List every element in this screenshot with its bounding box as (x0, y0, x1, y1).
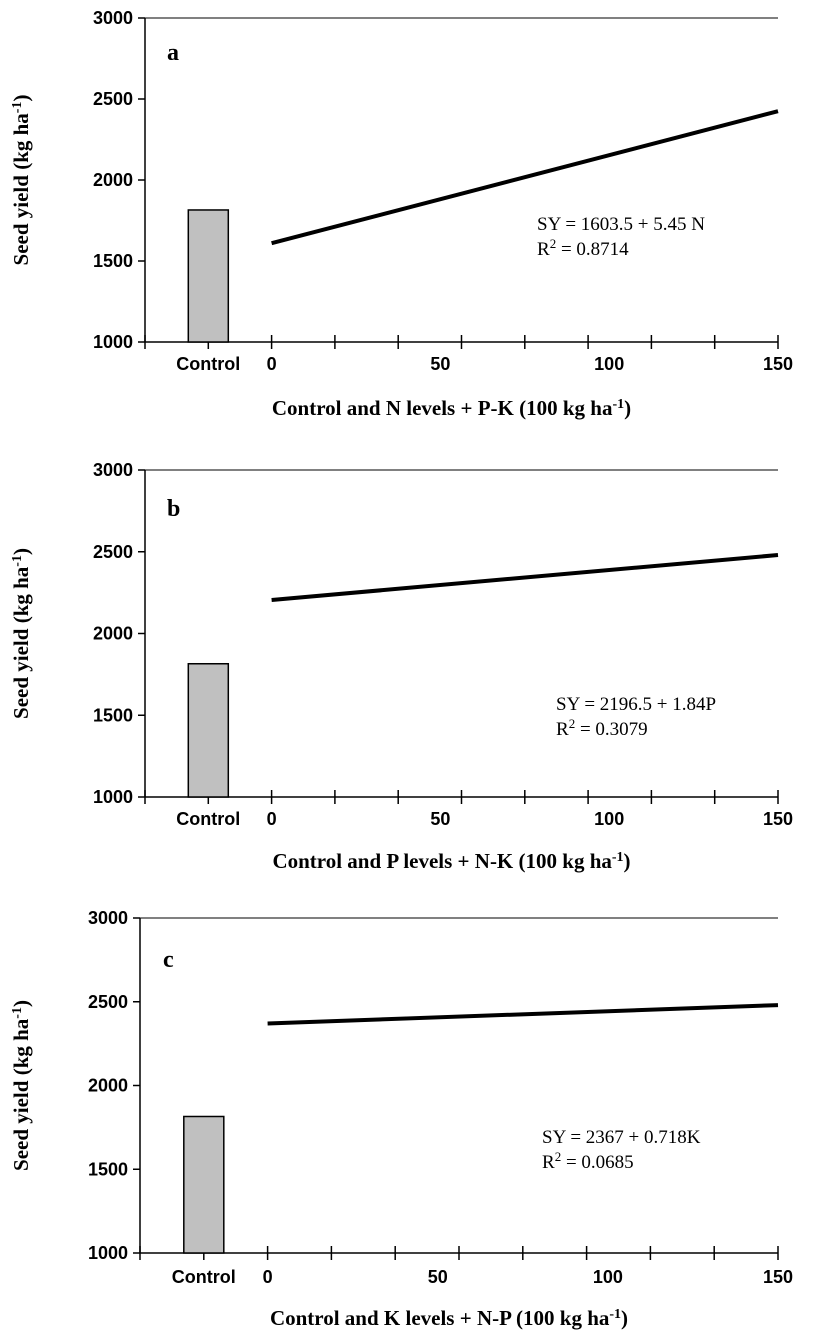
x-tick-label: Control (172, 1267, 236, 1287)
x-tick-label: 50 (428, 1267, 448, 1287)
y-tick-label: 2000 (93, 624, 133, 644)
y-tick-label: 1500 (93, 251, 133, 271)
r-squared-label: R2 = 0.8714 (537, 236, 629, 261)
regression-equation: SY = 2196.5 + 1.84P (556, 694, 716, 715)
chart-panel-c: 1000 1500 2000 2500 3000 Control 0 50 100 150 c S… (0, 880, 818, 1338)
x-axis-title: Control and P levels + N-K (100 kg ha-1) (272, 849, 630, 873)
y-tick-label: 1000 (88, 1243, 128, 1263)
panel-letter: b (167, 496, 180, 522)
plot-layer: 1000 1500 2000 2500 3000 Control 0 50 100 150 (93, 8, 793, 374)
x-tick-label: 100 (594, 354, 624, 374)
regression-equation: SY = 2367 + 0.718K (542, 1127, 701, 1148)
x-tick-label: 50 (430, 809, 450, 829)
x-tick-label: Control (176, 354, 240, 374)
chart-svg-c: 1000 1500 2000 2500 3000 Control 0 50 100 150 c S… (9, 908, 793, 1330)
control-bar (187, 662, 230, 798)
chart-panel-b: 1000 1500 2000 2500 3000 Control 0 50 100 150 b S… (0, 430, 818, 880)
y-tick-label: 2000 (88, 1076, 128, 1096)
x-tick-label: 150 (763, 354, 793, 374)
plot-layer: 1000 1500 2000 2500 3000 Control 0 50 100 150 (88, 908, 793, 1287)
control-bar (187, 209, 230, 343)
y-tick-label: 1000 (93, 332, 133, 352)
y-tick-label: 1500 (88, 1159, 128, 1179)
y-tick-label: 3000 (93, 8, 133, 28)
x-tick-label: 150 (763, 1267, 793, 1287)
y-tick-label: 1000 (93, 787, 133, 807)
y-tick-label: 2500 (93, 542, 133, 562)
x-tick-label: 0 (263, 1267, 273, 1287)
chart-panel-a: 1000 1500 2000 2500 3000 Control 0 50 100 150 a S… (0, 0, 818, 430)
y-axis-title: Seed yield (kg ha-1) (9, 1000, 33, 1171)
y-tick-label: 2500 (93, 89, 133, 109)
panel-letter: c (163, 947, 174, 973)
x-tick-label: 0 (267, 809, 277, 829)
regression-line (267, 1003, 779, 1026)
y-tick-label: 3000 (88, 908, 128, 928)
y-tick-label: 3000 (93, 460, 133, 480)
regression-equation: SY = 1603.5 + 5.45 N (537, 214, 705, 235)
x-tick-label: 100 (593, 1267, 623, 1287)
x-tick-label: 150 (763, 809, 793, 829)
x-axis-title: Control and N levels + P-K (100 kg ha-1) (272, 396, 631, 420)
y-tick-label: 2500 (88, 992, 128, 1012)
y-tick-label: 1500 (93, 705, 133, 725)
chart-svg-a: 1000 1500 2000 2500 3000 Control 0 50 100 150 a S… (9, 8, 793, 420)
chart-svg-b: 1000 1500 2000 2500 3000 Control 0 50 100 150 b S… (9, 460, 793, 873)
y-axis-title: Seed yield (kg ha-1) (9, 95, 33, 266)
y-axis-title: Seed yield (kg ha-1) (9, 548, 33, 719)
x-tick-label: 100 (594, 809, 624, 829)
x-tick-label: Control (176, 809, 240, 829)
regression-line (271, 109, 779, 246)
r-squared-label: R2 = 0.0685 (542, 1149, 634, 1174)
x-tick-label: 0 (267, 354, 277, 374)
regression-line (271, 553, 779, 602)
x-axis-title: Control and K levels + N-P (100 kg ha-1) (270, 1306, 628, 1330)
panel-letter: a (167, 40, 179, 66)
y-tick-label: 2000 (93, 170, 133, 190)
plot-layer: 1000 1500 2000 2500 3000 Control 0 50 100 150 (93, 460, 793, 829)
control-bar (183, 1115, 225, 1254)
x-tick-label: 50 (430, 354, 450, 374)
r-squared-label: R2 = 0.3079 (556, 716, 648, 741)
